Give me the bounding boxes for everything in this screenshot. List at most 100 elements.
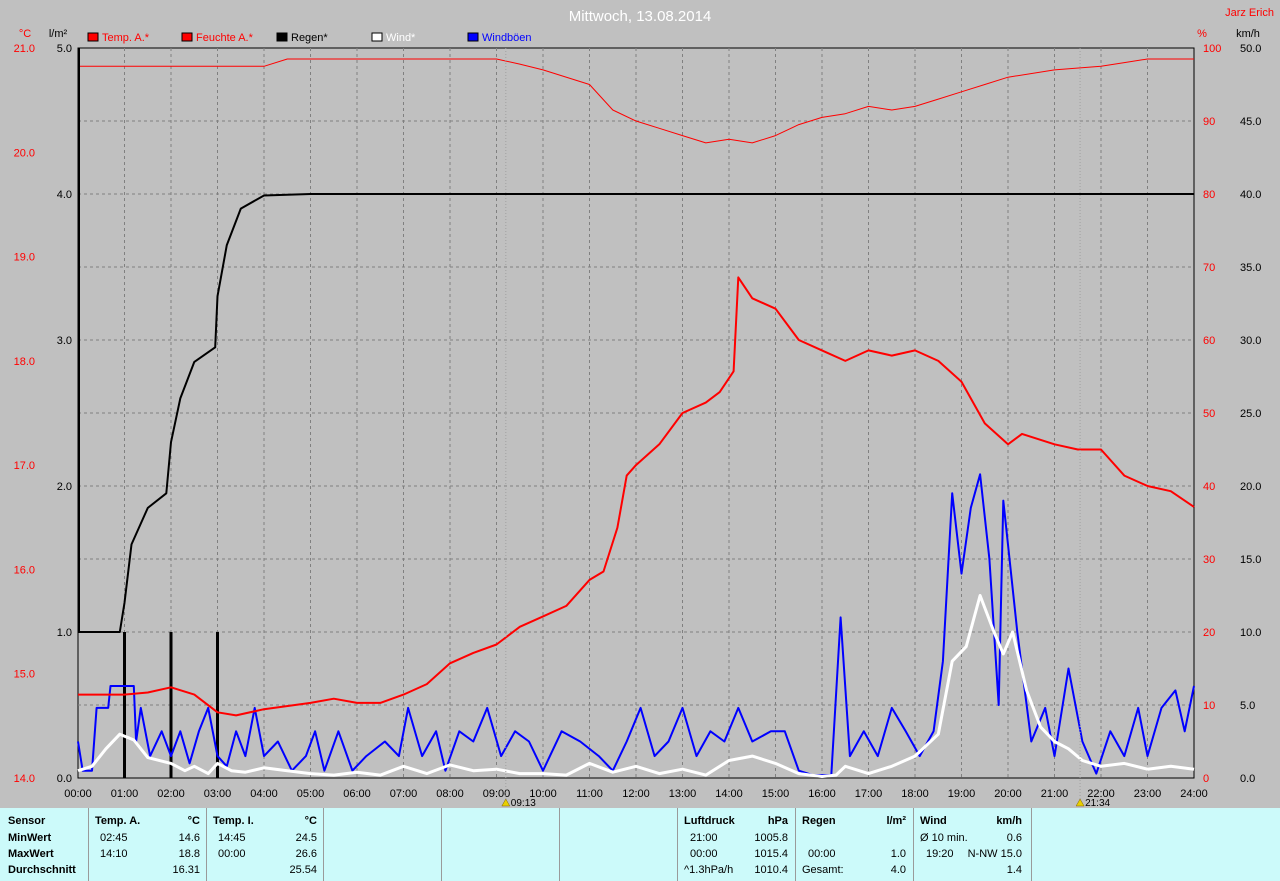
wind-header: Wind: [920, 815, 947, 827]
wind-axis-unit: km/h: [1236, 28, 1260, 40]
x-tick-label: 05:00: [297, 788, 325, 800]
temp-i-min-time: 14:45: [218, 832, 246, 844]
temp-a-min: 14.6: [178, 832, 200, 844]
row-avg-label: Durchschnitt: [8, 864, 76, 876]
x-tick-label: 22:00: [1087, 788, 1115, 800]
temp-tick-label: 17.0: [14, 460, 35, 472]
x-tick-label: 23:00: [1134, 788, 1162, 800]
temp-tick-label: 21.0: [14, 43, 35, 55]
temp-i-header: Temp. I.: [213, 815, 254, 827]
legend-label: Windböen: [482, 32, 532, 44]
legend-swatch: [276, 32, 288, 42]
axis-labels: 00:00 01:00 02:00 03:00 04:00 05:00 06:00 07:00…: [14, 43, 1262, 800]
rain-axis-unit: l/m²: [49, 28, 68, 40]
temp-a-min-time: 02:45: [100, 832, 128, 844]
rain-tick-label: 5.0: [57, 43, 72, 55]
wind-avg-label: Ø 10 min.: [920, 832, 968, 844]
wind-tick-label: 30.0: [1240, 335, 1261, 347]
wind-tick-label: 10.0: [1240, 627, 1261, 639]
wind-tick-label: 25.0: [1240, 408, 1261, 420]
legend-swatch: [181, 32, 193, 42]
humidity-tick-label: 60: [1203, 335, 1215, 347]
rain-tick-label: 0.0: [57, 773, 72, 785]
rain-tick-label: 4.0: [57, 189, 72, 201]
x-tick-label: 12:00: [622, 788, 650, 800]
rain-r2-time: 00:00: [808, 848, 836, 860]
humidity-tick-label: 90: [1203, 116, 1215, 128]
x-tick-label: 10:00: [529, 788, 557, 800]
temp-axis-unit: °C: [19, 28, 31, 40]
sensor-header: Sensor: [8, 815, 46, 827]
sun-marker-label: 21:34: [1085, 798, 1110, 808]
wind-unit: km/h: [996, 815, 1022, 827]
rain-tick-label: 3.0: [57, 335, 72, 347]
legend-label: Feuchte A.*: [196, 32, 254, 44]
x-tick-label: 21:00: [1041, 788, 1069, 800]
temp-tick-label: 16.0: [14, 564, 35, 576]
wind-tick-label: 0.0: [1240, 773, 1255, 785]
legend: Temp. A.* Feuchte A.* Regen* Wind* Windböen: [87, 32, 532, 44]
temp-tick-label: 14.0: [14, 773, 35, 785]
x-tick-label: 00:00: [64, 788, 92, 800]
x-tick-label: 18:00: [901, 788, 929, 800]
sun-markers: 09:13 21:34: [501, 48, 1111, 808]
x-tick-label: 15:00: [762, 788, 790, 800]
wind-tick-label: 50.0: [1240, 43, 1261, 55]
x-tick-label: 20:00: [994, 788, 1022, 800]
x-tick-label: 03:00: [204, 788, 232, 800]
humidity-tick-label: 30: [1203, 554, 1215, 566]
wind-max-time: 19:20: [926, 848, 954, 860]
humidity-tick-label: 80: [1203, 189, 1215, 201]
rain-total: 4.0: [890, 864, 906, 876]
sunrise-icon: [501, 798, 511, 807]
humidity-tick-label: 50: [1203, 408, 1215, 420]
wind-tick-label: 15.0: [1240, 554, 1261, 566]
pressure-r2-time: 00:00: [690, 848, 718, 860]
humidity-tick-label: 40: [1203, 481, 1215, 493]
temp-i-max: 26.6: [295, 848, 317, 860]
humidity-tick-label: 10: [1203, 700, 1215, 712]
rain-header: Regen: [802, 815, 836, 827]
legend-swatch: [371, 32, 383, 42]
series-temp-a: [78, 276, 1195, 717]
x-tick-label: 16:00: [808, 788, 836, 800]
wind-max: N-NW 15.0: [967, 848, 1022, 860]
humidity-tick-label: 0: [1203, 773, 1209, 785]
temp-a-max-time: 14:10: [100, 848, 128, 860]
x-tick-label: 13:00: [669, 788, 697, 800]
x-tick-label: 08:00: [436, 788, 464, 800]
x-tick-label: 06:00: [343, 788, 371, 800]
stats-panel: Sensor MinWert MaxWert Durchschnitt Temp…: [0, 808, 1280, 881]
temp-tick-label: 19.0: [14, 252, 35, 264]
x-tick-label: 24:00: [1180, 788, 1208, 800]
rain-r2: 1.0: [890, 848, 906, 860]
x-tick-label: 04:00: [250, 788, 278, 800]
x-tick-label: 14:00: [715, 788, 743, 800]
x-tick-label: 09:00: [483, 788, 511, 800]
rain-tick-label: 2.0: [57, 481, 72, 493]
temp-tick-label: 20.0: [14, 147, 35, 159]
temp-a-max: 18.8: [178, 848, 200, 860]
legend-swatch: [467, 32, 479, 42]
row-max-label: MaxWert: [8, 848, 54, 860]
x-tick-label: 11:00: [576, 788, 603, 800]
temp-i-min: 24.5: [295, 832, 317, 844]
temp-tick-label: 15.0: [14, 669, 35, 681]
rain-tick-label: 1.0: [57, 627, 72, 639]
legend-label: Regen*: [291, 32, 328, 44]
pressure-trend: ^1.3hPa/h: [684, 864, 734, 876]
legend-label: Temp. A.*: [102, 32, 150, 44]
pressure-r3: 1010.4: [754, 864, 788, 876]
pressure-unit: hPa: [767, 815, 788, 827]
series-layer: [77, 48, 1195, 778]
temp-i-avg: 25.54: [289, 864, 317, 876]
sun-marker-label: 09:13: [511, 798, 536, 808]
wind-tick-label: 5.0: [1240, 700, 1255, 712]
wind-tick-label: 40.0: [1240, 189, 1261, 201]
x-tick-label: 01:00: [111, 788, 139, 800]
rain-total-label: Gesamt:: [802, 864, 844, 876]
pressure-header: Luftdruck: [684, 815, 735, 827]
x-tick-label: 02:00: [157, 788, 185, 800]
temp-i-max-time: 00:00: [218, 848, 246, 860]
temp-a-unit: °C: [187, 815, 200, 827]
